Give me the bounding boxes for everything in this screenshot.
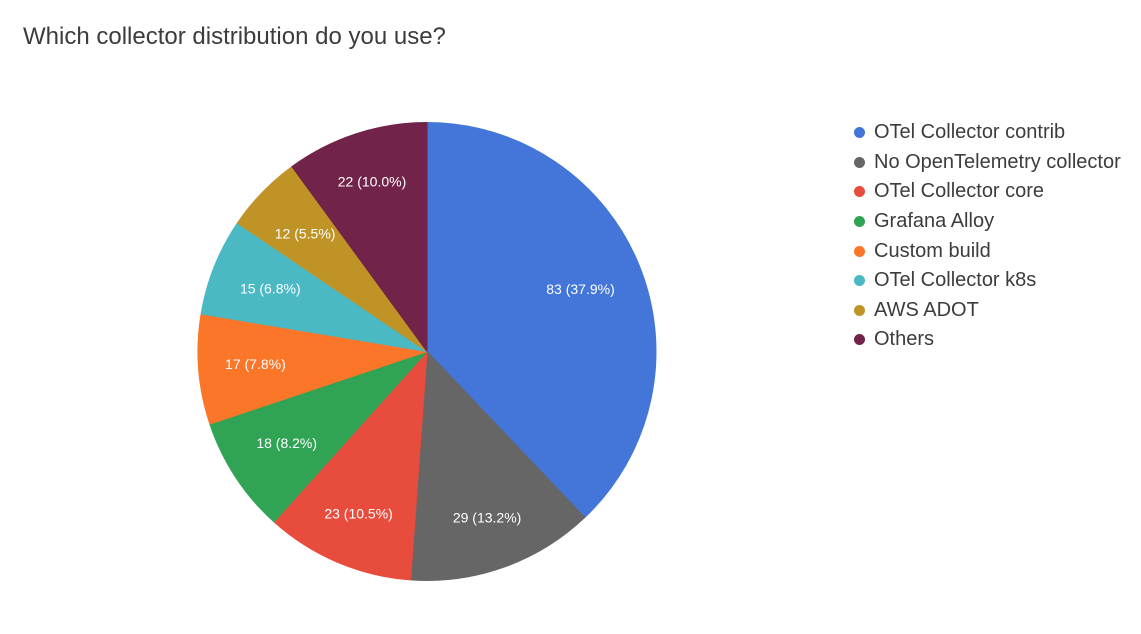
svg-text:18 (8.2%): 18 (8.2%) (256, 435, 317, 451)
svg-text:12 (5.5%): 12 (5.5%) (275, 225, 336, 241)
svg-text:29 (13.2%): 29 (13.2%) (453, 510, 521, 526)
svg-text:15 (6.8%): 15 (6.8%) (240, 280, 301, 296)
svg-text:23 (10.5%): 23 (10.5%) (324, 506, 392, 522)
svg-text:22 (10.0%): 22 (10.0%) (338, 173, 406, 189)
svg-text:83 (37.9%): 83 (37.9%) (546, 281, 614, 297)
svg-text:17 (7.8%): 17 (7.8%) (225, 356, 286, 372)
